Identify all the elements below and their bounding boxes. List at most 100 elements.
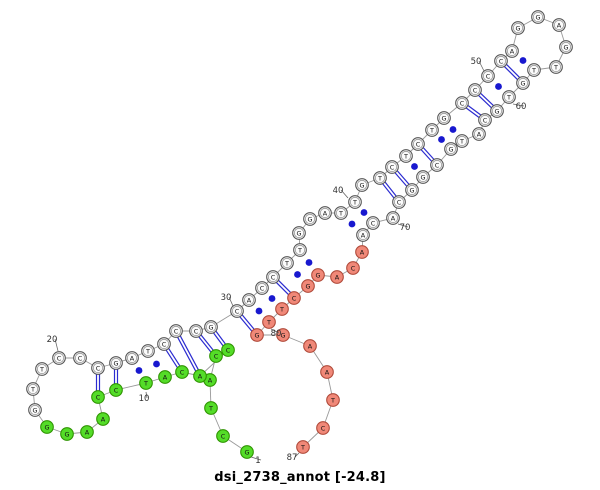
- base-pair-dot: [411, 163, 418, 170]
- nucleotide-inner-ring: [491, 105, 503, 117]
- nucleotide: [301, 279, 315, 293]
- nucleotide-inner-ring: [431, 159, 443, 171]
- nucleotide: [326, 393, 340, 407]
- nucleotide-inner-ring: [512, 22, 524, 34]
- base-pair-dot: [153, 360, 160, 368]
- nucleotide-inner-ring: [445, 143, 457, 155]
- nucleotide-inner-ring: [142, 345, 154, 357]
- position-label: 60: [516, 102, 527, 112]
- position-label: 10: [139, 394, 150, 404]
- nucleotide-inner-ring: [517, 77, 529, 89]
- nucleotide-inner-ring: [550, 61, 562, 73]
- position-label: 1: [255, 456, 260, 466]
- nucleotide-inner-ring: [170, 325, 182, 337]
- nucleotide: [109, 383, 123, 397]
- nucleotide: [311, 268, 325, 282]
- nucleotide-inner-ring: [190, 325, 202, 337]
- nucleotide-inner-ring: [438, 112, 450, 124]
- nucleotide-inner-ring: [560, 41, 572, 53]
- base-pair-dot: [135, 367, 143, 374]
- base-pair-dot: [348, 220, 356, 228]
- nucleotide-inner-ring: [412, 138, 424, 150]
- nucleotide: [40, 420, 54, 434]
- plot-title: dsi_2738_annot [-24.8]: [214, 470, 386, 485]
- label-tick: [397, 223, 409, 228]
- nucleotide-inner-ring: [74, 352, 86, 364]
- nucleotide-inner-ring: [281, 257, 293, 269]
- base-pair-dot: [449, 126, 457, 133]
- nucleotide-inner-ring: [335, 207, 347, 219]
- nucleotide: [346, 261, 360, 275]
- nucleotide-inner-ring: [479, 114, 491, 126]
- nucleotide: [330, 270, 344, 284]
- nucleotide: [80, 425, 94, 439]
- position-label: 70: [400, 223, 411, 233]
- nucleotide: [250, 328, 264, 342]
- label-tick: [250, 456, 262, 461]
- label-tick: [512, 103, 525, 107]
- base-pair-dot: [255, 307, 263, 315]
- nucleotide-inner-ring: [495, 55, 507, 67]
- nucleotide: [91, 390, 105, 404]
- nucleotide-inner-ring: [506, 45, 518, 57]
- nucleotide-inner-ring: [406, 184, 418, 196]
- nucleotide-inner-ring: [158, 338, 170, 350]
- base-pair-bond: [174, 331, 200, 377]
- nucleotide-inner-ring: [532, 11, 544, 23]
- label-tick: [478, 60, 485, 72]
- nucleotide: [262, 315, 276, 329]
- nucleotide: [216, 429, 230, 443]
- position-label: 40: [333, 186, 344, 196]
- nucleotide-inner-ring: [503, 91, 515, 103]
- nucleotide-inner-ring: [417, 171, 429, 183]
- nucleotide-inner-ring: [110, 357, 122, 369]
- nucleotide: [139, 376, 153, 390]
- nucleotide: [276, 328, 290, 342]
- nucleotide-inner-ring: [126, 352, 138, 364]
- nucleotide: [303, 339, 317, 353]
- nucleotide: [209, 349, 223, 363]
- nucleotide-inner-ring: [27, 383, 39, 395]
- nucleotide-inner-ring: [349, 196, 361, 208]
- base-pair-dot: [495, 83, 502, 90]
- nucleotide: [355, 245, 369, 259]
- nucleotide-inner-ring: [469, 84, 481, 96]
- position-label: 80: [271, 329, 282, 339]
- nucleotide-inner-ring: [319, 207, 331, 219]
- label-tick: [340, 189, 349, 199]
- nucleotide: [158, 370, 172, 384]
- position-label: 30: [221, 293, 232, 303]
- nucleotide: [221, 343, 235, 357]
- nucleotide-inner-ring: [393, 196, 405, 208]
- label-tick: [228, 296, 234, 307]
- position-label: 20: [47, 335, 58, 345]
- nucleotide-inner-ring: [205, 321, 217, 333]
- nucleotide-inner-ring: [387, 212, 399, 224]
- nucleotide-inner-ring: [367, 217, 379, 229]
- nucleotide-inner-ring: [356, 179, 368, 191]
- nucleotide-inner-ring: [473, 128, 485, 140]
- position-label: 50: [471, 57, 482, 67]
- position-label: 87: [287, 453, 298, 463]
- nucleotide-inner-ring: [357, 229, 369, 241]
- base-pair-dot: [268, 295, 276, 302]
- nucleotide: [193, 369, 207, 383]
- nucleotide: [60, 427, 74, 441]
- label-tick: [145, 391, 148, 399]
- nucleotide-inner-ring: [426, 124, 438, 136]
- nucleotide-inner-ring: [304, 213, 316, 225]
- nucleotide-inner-ring: [256, 282, 268, 294]
- nucleotide-inner-ring: [386, 161, 398, 173]
- nucleotide: [275, 302, 289, 316]
- nucleotide-inner-ring: [528, 64, 540, 76]
- nucleotide-inner-ring: [92, 362, 104, 374]
- nucleotide-inner-ring: [456, 97, 468, 109]
- nucleotide-inner-ring: [400, 150, 412, 162]
- nucleotide-inner-ring: [553, 19, 565, 31]
- base-pair-bond: [176, 330, 202, 376]
- nucleotide-inner-ring: [482, 70, 494, 82]
- base-pair-dot: [305, 259, 313, 266]
- base-pair-dot: [438, 136, 445, 143]
- nucleotide: [96, 412, 110, 426]
- label-tick: [54, 338, 59, 352]
